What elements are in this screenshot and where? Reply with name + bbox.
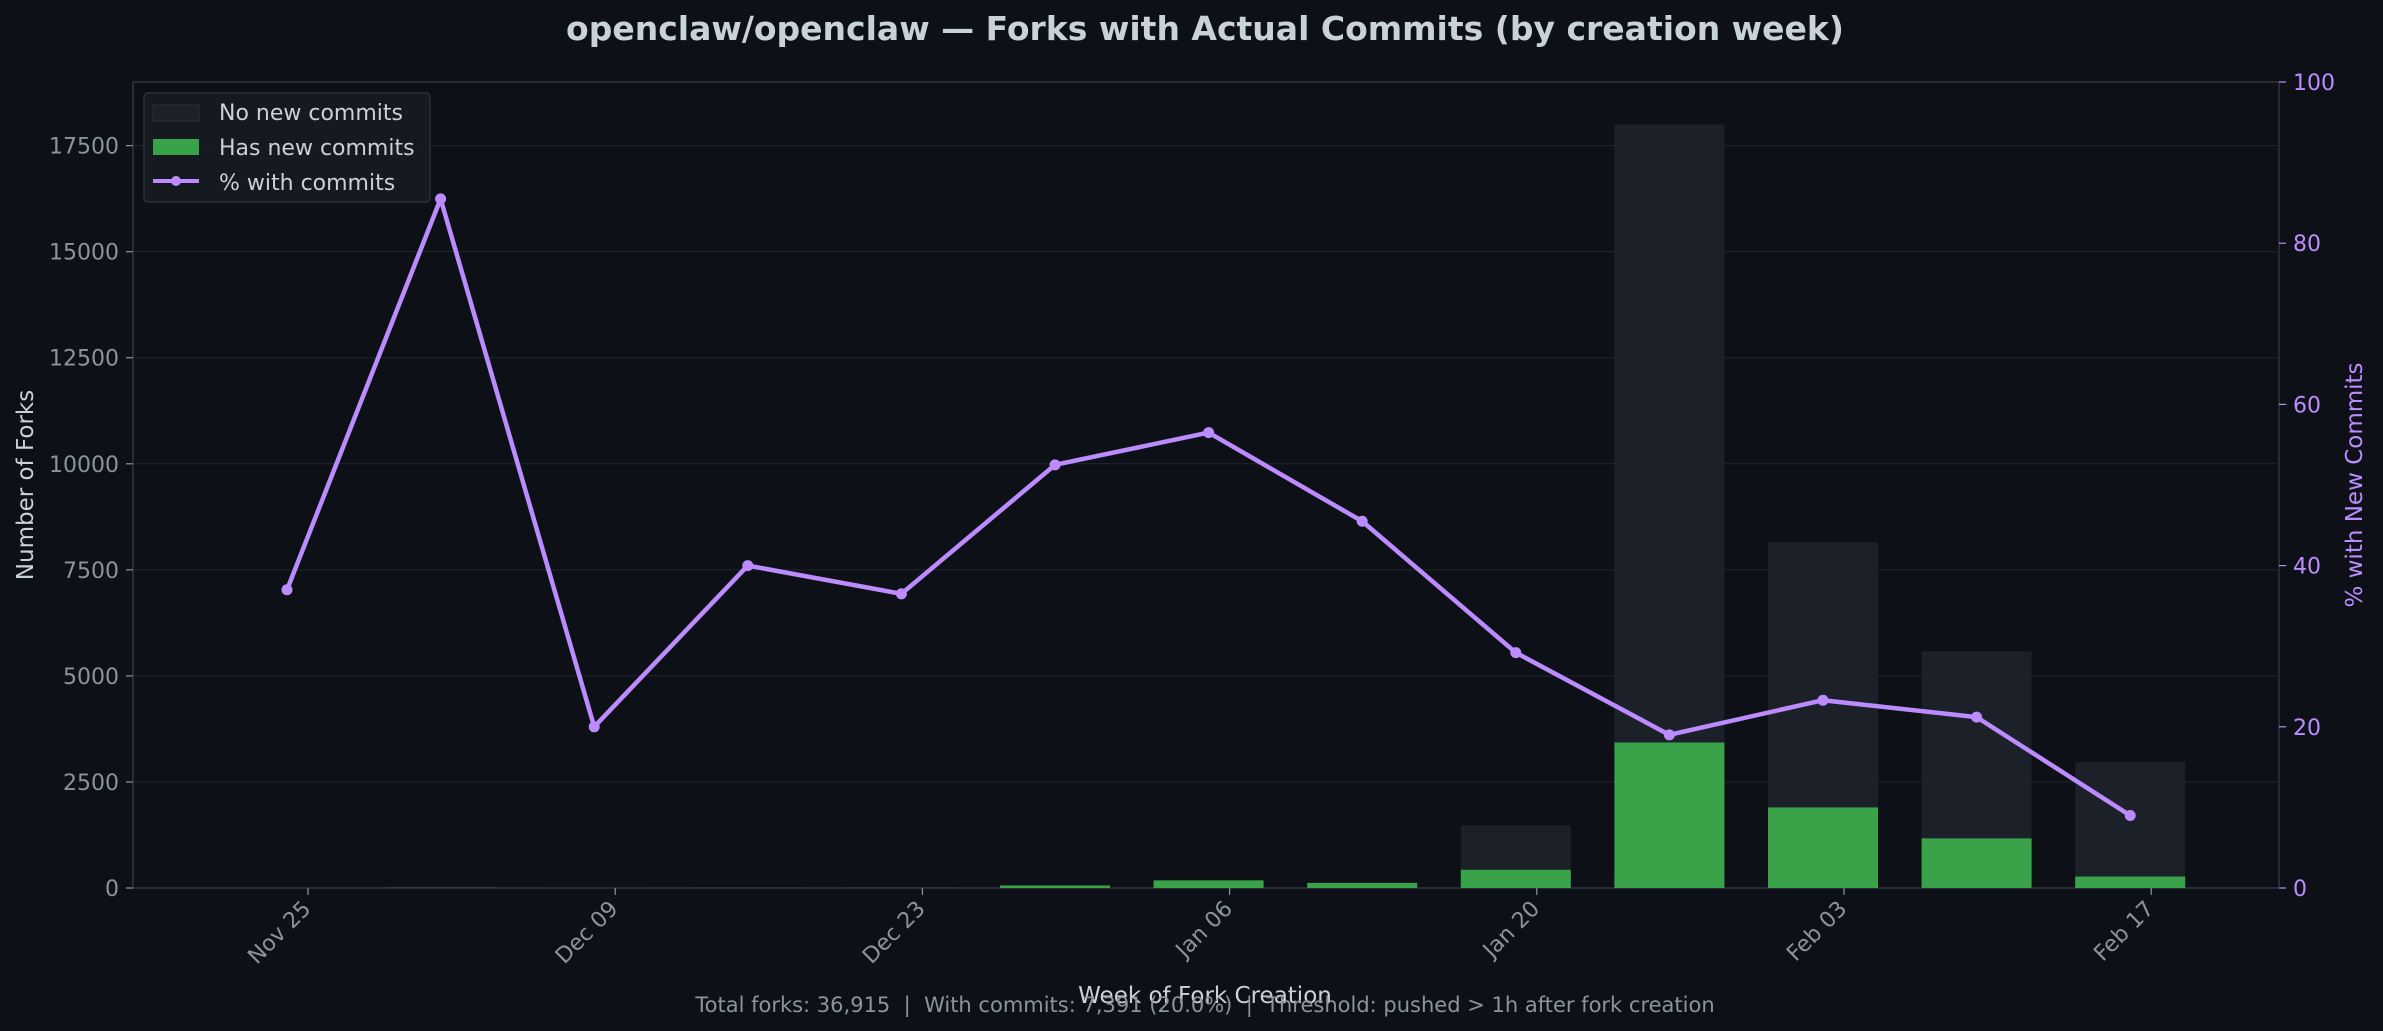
x-tick-label: Nov 25 [243,897,316,970]
pct-point [1049,459,1061,471]
pct-point [281,584,293,596]
bar-series [232,124,2186,889]
legend-swatch-no-commits [152,104,200,122]
x-axis-title: Week of Fork Creation [1078,983,1332,1009]
pct-point [1817,694,1829,706]
pct-point [588,721,600,733]
bar-has-commits [1921,838,2032,888]
x-tick-label: Jan 20 [1477,897,1545,965]
bar-has-commits [1460,869,1571,888]
pct-point [1510,647,1522,659]
y-right-tick-label: 60 [2293,393,2321,418]
y-right-tick-label: 100 [2293,71,2335,96]
y-tick-label: 5000 [63,665,119,690]
x-tick-label: Jan 06 [1170,897,1238,965]
plot-area [132,81,2280,889]
y-tick-label: 10000 [49,453,119,478]
pct-point [1663,729,1675,741]
y-tick-label: 0 [105,877,119,902]
y-right-tick-label: 0 [2293,877,2307,902]
footer-summary: Total forks: 36,915 | With commits: 7,39… [694,993,1714,1018]
pct-line-series [281,193,2136,821]
y-right-tick-label: 20 [2293,716,2321,741]
bar-has-commits [2075,876,2186,888]
y-right-tick-label: 80 [2293,232,2321,257]
bar-has-commits [1614,742,1725,888]
grid-lines [133,145,2279,783]
legend-swatch-pct-marker [171,176,181,186]
x-tick-label: Feb 17 [2089,897,2159,967]
bar-no-commits [2075,762,2186,888]
pct-point [1356,515,1368,527]
chart-title: openclaw/openclaw — Forks with Actual Co… [566,9,1844,48]
pct-point [895,588,907,600]
y-tick-label: 2500 [63,771,119,796]
pct-point [435,193,447,205]
bar-has-commits [1153,880,1264,888]
y-right-tick-label: 40 [2293,555,2321,580]
pct-point [742,560,754,572]
y-axis-right-title: % with New Commits [2342,362,2368,607]
pct-point [1971,711,1983,723]
x-tick-label: Feb 03 [1782,897,1852,967]
x-tick-label: Dec 09 [551,897,624,970]
y-tick-label: 15000 [49,241,119,266]
pct-point [2124,809,2136,821]
legend-label-has-commits: Has new commits [219,136,415,161]
y-tick-label: 12500 [49,347,119,372]
y-tick-label: 7500 [63,559,119,584]
legend: No new commits Has new commits % with co… [143,92,431,203]
legend-swatch-has-commits [153,139,199,155]
pct-point [1203,427,1215,439]
bar-has-commits [1768,807,1878,888]
bar-has-commits [1000,885,1110,888]
y-axis-title: Number of Forks [13,390,39,580]
y-tick-label: 17500 [49,135,119,160]
legend-label-no-commits: No new commits [219,101,403,126]
bar-has-commits [1307,882,1418,888]
legend-box [143,92,431,203]
legend-label-pct-line: % with commits [219,171,395,196]
x-tick-label: Dec 23 [858,897,931,970]
